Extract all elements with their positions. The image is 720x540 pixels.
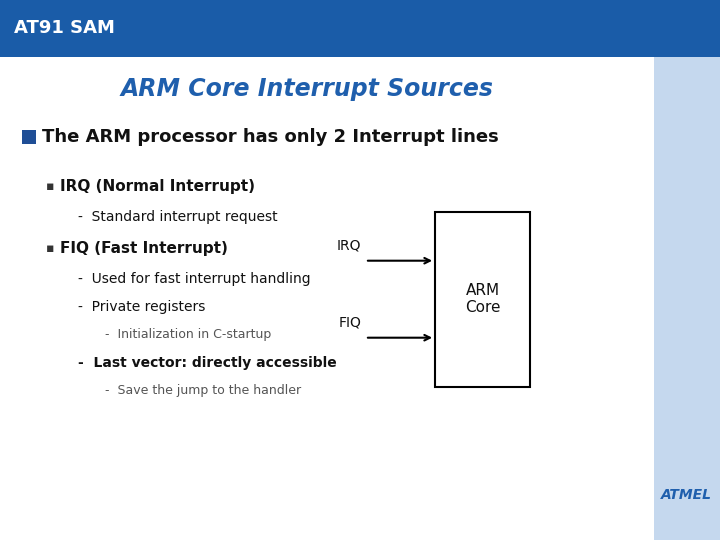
Bar [0,0,720,57]
Text: -  Standard interrupt request: - Standard interrupt request [78,210,278,224]
Text: AT91 SAM: AT91 SAM [14,19,115,37]
Bar [654,57,720,540]
Text: -  Private registers: - Private registers [78,300,205,314]
Bar [435,212,530,387]
Bar [22,130,36,144]
Text: -  Last vector: directly accessible: - Last vector: directly accessible [78,356,337,370]
Text: IRQ (Normal Interrupt): IRQ (Normal Interrupt) [60,179,255,194]
Text: FIQ (Fast Interrupt): FIQ (Fast Interrupt) [60,241,228,256]
Bar [0,57,654,540]
Text: -  Initialization in C-startup: - Initialization in C-startup [105,328,271,341]
Text: ATMEL: ATMEL [662,488,712,502]
Text: ARM Core Interrupt Sources: ARM Core Interrupt Sources [121,77,494,100]
Text: -  Save the jump to the handler: - Save the jump to the handler [105,384,301,397]
Text: -  Used for fast interrupt handling: - Used for fast interrupt handling [78,272,310,286]
Text: ▪: ▪ [46,242,55,255]
Text: ▪: ▪ [46,180,55,193]
Text: ARM
Core: ARM Core [464,283,500,315]
Text: FIQ: FIQ [338,316,361,330]
Text: IRQ: IRQ [336,239,361,253]
Text: The ARM processor has only 2 Interrupt lines: The ARM processor has only 2 Interrupt l… [42,127,499,146]
